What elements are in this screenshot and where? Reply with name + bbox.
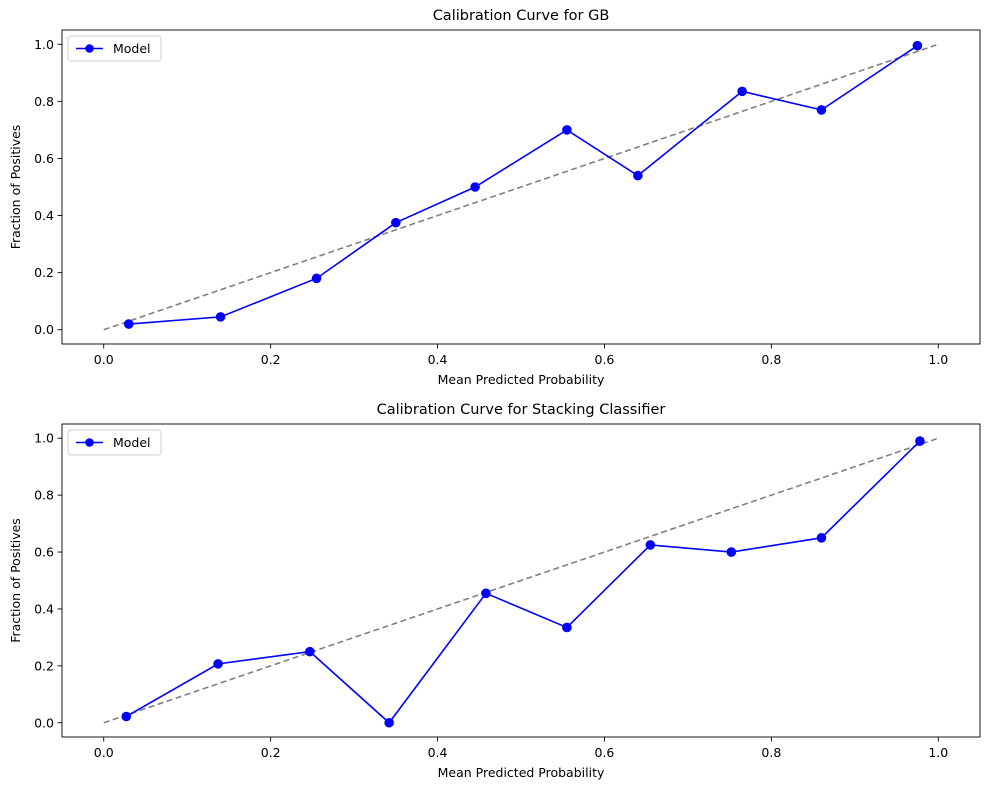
data-point: [215, 312, 226, 322]
y-axis-label: Fraction of Positives: [8, 125, 23, 250]
y-tick-label: 0.8: [34, 94, 54, 109]
y-tick-label: 0.4: [34, 601, 54, 616]
legend: Model: [67, 429, 162, 456]
legend-label: Model: [113, 41, 151, 56]
chart-gb: 0.0 0.2 0.4 0.6 0.8 1.0 0.0 0.2 0.4 0.6 0.8 1.0 Cali…: [8, 8, 981, 387]
x-tick-label: 0.8: [761, 352, 781, 367]
data-point: [213, 659, 223, 669]
plot-area: [61, 423, 981, 738]
y-tick-label: 0.4: [34, 208, 54, 223]
y-tick-label: 0.2: [34, 265, 54, 280]
y-axis-label: Fraction of Positives: [8, 518, 23, 643]
data-point: [633, 170, 643, 181]
chart-title: Calibration Curve for Stacking Classifie…: [377, 402, 666, 418]
data-point: [391, 217, 401, 228]
data-point: [562, 622, 572, 633]
data-point: [562, 125, 572, 135]
x-tick-label: 1.0: [928, 745, 948, 760]
data-point: [816, 105, 827, 115]
legend-marker-swatch: [85, 438, 94, 447]
data-point: [816, 533, 827, 543]
chart-stacking-classifier: 0.0 0.2 0.4 0.6 0.8 1.0 0.0 0.2 0.4 0.6 0.8 1.0 Cali…: [8, 402, 981, 780]
data-point: [737, 86, 747, 97]
legend-box: [67, 35, 162, 62]
x-tick-label: 1.0: [928, 352, 948, 367]
x-tick-label: 0.0: [94, 352, 114, 367]
legend-label: Model: [113, 435, 151, 450]
x-tick-label: 0.4: [428, 745, 448, 760]
y-tick-label: 0.8: [34, 488, 54, 503]
x-tick-label: 0.6: [595, 352, 615, 367]
y-tick-label: 0.6: [34, 151, 54, 166]
y-tick-label: 0.6: [34, 545, 54, 560]
data-point: [912, 40, 923, 51]
data-point: [915, 436, 925, 446]
y-tick-label: 0.0: [34, 322, 54, 337]
data-point: [384, 717, 394, 728]
x-tick-label: 0.4: [428, 352, 448, 367]
data-point: [726, 547, 737, 557]
x-axis-label: Mean Predicted Probability: [438, 372, 605, 387]
data-point: [470, 182, 480, 192]
x-tick-label: 0.2: [261, 745, 281, 760]
y-tick-label: 0.2: [34, 658, 54, 673]
model-series-line: [128, 45, 918, 325]
y-tick-label: 1.0: [34, 37, 54, 52]
legend-marker-swatch: [85, 44, 94, 53]
data-point: [121, 711, 132, 722]
data-point: [645, 540, 656, 550]
legend: Model: [67, 35, 162, 62]
x-tick-label: 0.0: [94, 745, 114, 760]
legend-box: [67, 429, 162, 456]
y-tick-label: 1.0: [34, 431, 54, 446]
x-axis-label: Mean Predicted Probability: [438, 765, 605, 780]
data-point: [123, 319, 134, 329]
data-point: [481, 588, 491, 599]
x-tick-label: 0.8: [761, 745, 781, 760]
model-series-line: [125, 440, 921, 724]
y-tick-label: 0.0: [34, 715, 54, 730]
chart-title: Calibration Curve for GB: [433, 8, 610, 24]
data-point: [311, 273, 322, 284]
x-tick-label: 0.6: [595, 745, 615, 760]
plot-area: [61, 29, 981, 345]
x-tick-label: 0.2: [261, 352, 281, 367]
data-point: [305, 646, 315, 657]
reference-diagonal-line: [103, 43, 939, 331]
reference-diagonal-line: [103, 437, 939, 724]
